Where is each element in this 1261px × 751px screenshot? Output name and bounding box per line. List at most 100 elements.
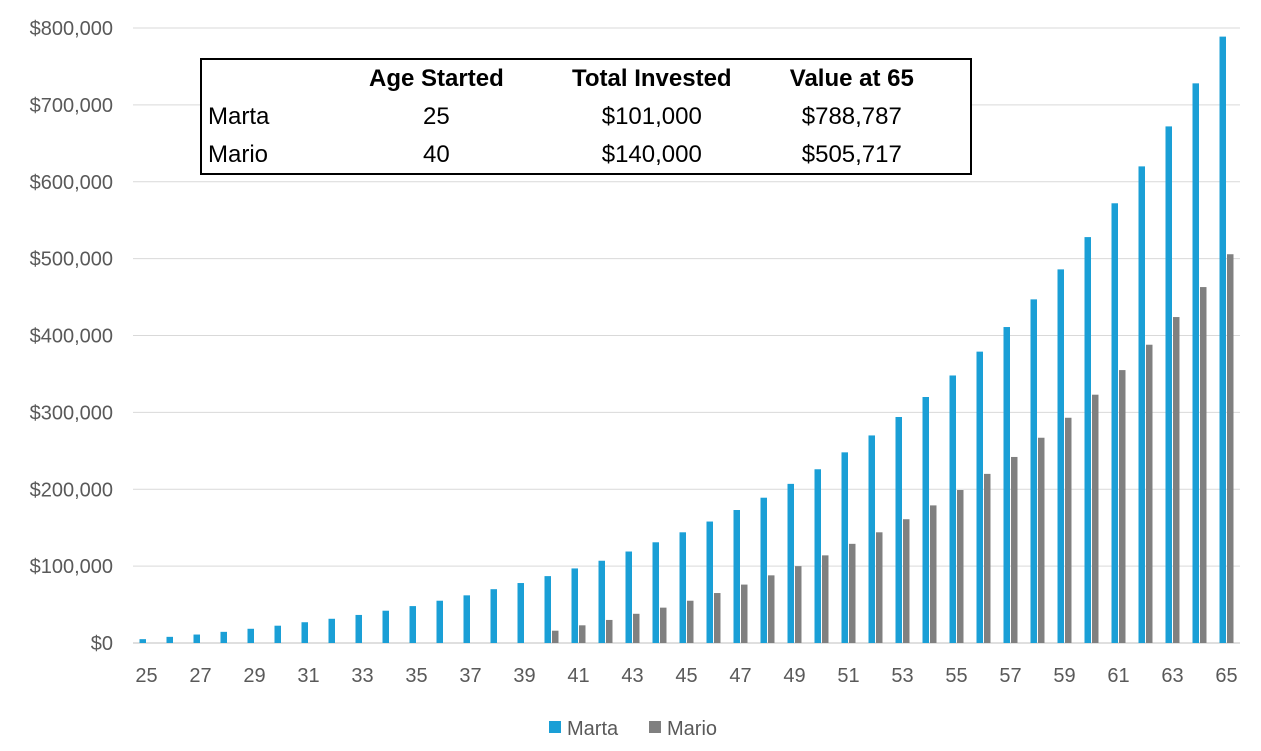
bar-mario-40 <box>552 630 559 643</box>
bar-marta-39 <box>517 583 524 643</box>
x-tick-label: 49 <box>783 665 805 687</box>
row-name: Marta <box>208 102 270 130</box>
bar-marta-47 <box>733 510 740 643</box>
bar-mario-64 <box>1200 287 1207 643</box>
bar-marta-64 <box>1192 83 1199 644</box>
bar-marta-59 <box>1057 269 1064 643</box>
table-row: Marta 25 $101,000 $788,787 <box>201 98 971 136</box>
bar-mario-60 <box>1092 394 1099 643</box>
bar-marta-35 <box>409 606 416 643</box>
bar-marta-45 <box>679 532 686 643</box>
bar-marta-40 <box>544 576 551 643</box>
legend-swatch-mario <box>649 721 661 733</box>
row-total-invested: $101,000 <box>601 102 702 130</box>
bar-mario-59 <box>1065 417 1072 643</box>
bar-marta-60 <box>1084 237 1091 643</box>
bar-marta-26 <box>166 636 173 643</box>
bar-mario-62 <box>1146 344 1153 643</box>
legend: Marta Mario <box>549 718 717 740</box>
x-tick-label: 53 <box>891 665 913 687</box>
x-tick-label: 59 <box>1053 665 1075 687</box>
bar-marta-34 <box>382 610 389 643</box>
gridlines <box>133 27 1240 644</box>
bar-marta-30 <box>274 625 281 643</box>
y-tick-label: $400,000 <box>30 326 113 348</box>
bar-marta-37 <box>463 595 470 643</box>
bar-mario-65 <box>1227 254 1234 644</box>
bar-marta-58 <box>1030 299 1037 643</box>
x-tick-label: 57 <box>999 665 1021 687</box>
bar-marta-44 <box>652 542 659 643</box>
bar-mario-47 <box>741 584 748 643</box>
bar-marta-51 <box>841 452 848 643</box>
x-tick-label: 63 <box>1161 665 1183 687</box>
x-tick-label: 61 <box>1107 665 1129 687</box>
y-axis: $0 $100,000 $200,000 $300,000 $400,000 $500,0… <box>30 18 113 655</box>
bar-marta-52 <box>868 435 875 643</box>
row-value-at-65: $505,717 <box>801 140 902 168</box>
row-age-started: 40 <box>423 140 450 168</box>
x-tick-label: 43 <box>621 665 643 687</box>
y-tick-label: $800,000 <box>30 18 113 40</box>
y-tick-label: $700,000 <box>30 95 113 117</box>
bar-mario-53 <box>903 519 910 643</box>
bar-marta-57 <box>1003 327 1010 643</box>
bar-marta-65 <box>1219 36 1226 644</box>
bar-marta-29 <box>247 628 254 643</box>
bar-marta-61 <box>1111 203 1118 643</box>
table-header-value-at-65: Value at 65 <box>789 65 914 93</box>
bar-mario-44 <box>660 607 667 643</box>
bar-mario-50 <box>822 555 829 643</box>
bar-mario-48 <box>768 575 775 643</box>
bar-mario-54 <box>930 505 937 643</box>
bar-marta-42 <box>598 560 605 643</box>
bar-mario-61 <box>1119 370 1126 643</box>
y-tick-label: $300,000 <box>30 402 113 424</box>
bar-marta-28 <box>220 631 227 643</box>
y-tick-label: $0 <box>91 633 113 655</box>
summary-table: Age Started Total Invested Value at 65 M… <box>200 58 972 175</box>
bar-marta-54 <box>922 397 929 643</box>
bar-mario-58 <box>1038 437 1045 643</box>
bar-marta-55 <box>949 375 956 643</box>
x-tick-label: 55 <box>945 665 967 687</box>
legend-label-mario: Mario <box>667 718 717 740</box>
bar-mario-57 <box>1011 456 1018 643</box>
bar-marta-31 <box>301 622 308 643</box>
bar-marta-56 <box>976 351 983 643</box>
x-tick-label: 25 <box>135 665 157 687</box>
row-name: Mario <box>208 140 269 168</box>
row-total-invested: $140,000 <box>601 140 702 168</box>
row-value-at-65: $788,787 <box>801 102 902 130</box>
bar-mario-43 <box>633 613 640 643</box>
x-tick-label: 45 <box>675 665 697 687</box>
x-tick-label: 35 <box>405 665 427 687</box>
bar-marta-63 <box>1165 126 1172 643</box>
bar-marta-50 <box>814 469 821 643</box>
x-tick-label: 65 <box>1215 665 1237 687</box>
bar-marta-36 <box>436 600 443 643</box>
bar-mario-51 <box>849 543 856 643</box>
bar-mario-41 <box>579 625 586 643</box>
bar-mario-45 <box>687 600 694 643</box>
bar-marta-27 <box>193 634 200 643</box>
x-tick-label: 47 <box>729 665 751 687</box>
bar-marta-32 <box>328 618 335 643</box>
x-tick-label: 27 <box>189 665 211 687</box>
bar-marta-43 <box>625 551 632 643</box>
bar-mario-42 <box>606 619 613 643</box>
table-header-age-started: Age Started <box>369 65 504 93</box>
bar-mario-46 <box>714 593 721 643</box>
bar-marta-49 <box>787 483 794 643</box>
bar-mario-63 <box>1173 317 1180 643</box>
y-tick-label: $200,000 <box>30 479 113 501</box>
x-axis: 25 27 29 31 33 35 37 39 41 43 45 47 49 51 53 55 57 59 61 63… <box>135 665 1237 687</box>
x-tick-label: 39 <box>513 665 535 687</box>
x-tick-label: 33 <box>351 665 373 687</box>
bar-mario-49 <box>795 566 802 644</box>
legend-swatch-marta <box>549 721 561 733</box>
table-header-empty <box>201 59 303 98</box>
bar-marta-33 <box>355 614 362 643</box>
row-age-started: 25 <box>423 102 450 130</box>
